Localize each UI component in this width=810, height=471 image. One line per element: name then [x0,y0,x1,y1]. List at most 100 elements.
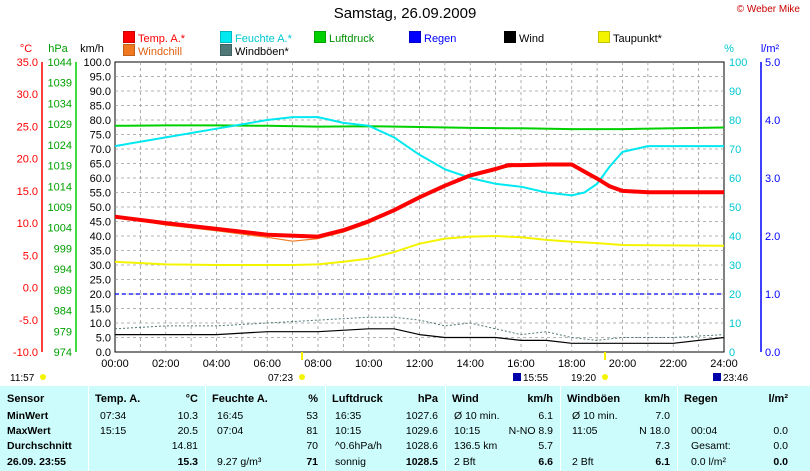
temp-value: 15.3 [177,456,198,468]
wind-tick-label: 40.0 [90,231,111,243]
pressure-tick-label: 999 [54,243,72,255]
legend-rain: Regen [409,31,456,45]
pressure-value: 1027.6 [405,410,438,422]
wind-direction: N-NO 8.9 [508,425,553,437]
wind-axis-unit: km/h [80,43,104,55]
legend-swatch [409,31,421,43]
rain-tick-label: 2.0 [765,231,780,243]
wind-tick-label: 35.0 [90,246,111,258]
series-line-windb-en [114,316,725,341]
wind-info: 2 Bft [454,456,476,468]
temp-tick-label: 10.0 [17,218,38,230]
pressure-tick-label: 974 [54,347,72,359]
gust-info: 2 Bft [572,456,594,468]
x-tick-label: 24:00 [710,358,738,370]
temp-time: 07:34 [100,410,127,422]
x-tick-label: 18:00 [558,358,586,370]
copyright-link[interactable]: © Weber Mike [736,4,800,15]
humidity-tick-label: 20 [729,289,741,301]
legend-gust: Windböen* [220,44,289,58]
humidity-tick-label: 10 [729,318,741,330]
x-tick-label: 20:00 [609,358,637,370]
x-tick-label: 04:00 [203,358,231,370]
humidity-tick-label: 100 [729,57,747,69]
series-line-feuchte-a [114,116,724,197]
wind-tick-label: 80.0 [90,115,111,127]
humidity-value: 70 [306,440,318,452]
rain-info: Gesamt: [691,440,731,452]
x-tick-label: 14:00 [456,358,484,370]
wind-tick-label: 85.0 [90,101,111,113]
humidity-value: 81 [306,425,318,437]
header-sensor: Sensor [7,393,45,405]
rain-value: 0.0 [773,425,788,437]
header-wind-unit: km/h [527,393,553,405]
pressure-tick-label: 1024 [48,140,72,152]
weather-chart: 35.0 30.0 25.0 20.0 15.0 10.0 5.0 0.0 -5.0 -10.0 1… [10,43,780,384]
wind-tick-label: 75.0 [90,130,111,142]
x-tick-label: 22:00 [659,358,687,370]
wind-tick-label: 45.0 [90,217,111,229]
rain-tick-label: 5.0 [765,57,780,69]
temp-value: 14.81 [171,440,198,452]
sun-icon [40,374,46,380]
pressure-axis-unit: hPa [48,43,68,55]
rain-info: 0.0 l/m² [691,456,727,468]
x-tick-label: 00:00 [101,358,129,370]
legend-swatch [123,31,135,43]
series-line-wind [115,328,725,344]
wind-info: Ø 10 min. [454,410,500,422]
header-rain-unit: l/m² [768,393,788,405]
wind-tick-label: 5.0 [96,333,111,345]
gust-value: 7.3 [655,440,670,452]
column-divider [560,386,561,471]
temp-axis-unit: °C [20,43,32,55]
humidity-tick-label: 60 [729,173,741,185]
gust-info: 11:05 [572,425,598,437]
header-wind: Wind [452,393,479,405]
pressure-time: 16:35 [335,410,362,422]
sunset-icon [602,374,608,380]
legend-humidity: Feuchte A.* [220,31,292,45]
header-pressure-unit: hPa [417,393,438,405]
pressure-tick-label: 1044 [48,57,72,69]
wind-tick-label: 70.0 [90,144,111,156]
header-pressure: Luftdruck [332,393,383,405]
legend-swatch [314,31,326,43]
header-humidity: Feuchte A. [212,393,268,405]
temp-tick-label: -5.0 [19,315,38,327]
temp-tick-label: -10.0 [13,347,38,359]
pressure-time: ^0.6hPa/h [335,440,382,452]
header-gust: Windböen [567,393,621,405]
moonrise-time: 15:55 [523,373,548,384]
gust-value: 7.0 [655,410,670,422]
pressure-tick-label: 1029 [48,119,72,131]
humidity-value: 71 [306,456,318,468]
rain-info: 00:04 [691,425,718,437]
wind-tick-label: 50.0 [90,202,111,214]
pressure-tick-label: 1004 [48,223,72,235]
pressure-time: 10:15 [335,425,362,437]
pressure-time: sonnig [335,456,366,468]
gust-direction: N 18.0 [639,425,670,437]
humidity-tick-label: 40 [729,231,741,243]
wind-tick-label: 30.0 [90,260,111,272]
wind-tick-label: 95.0 [90,72,111,84]
row-label: MaxWert [7,425,51,437]
rain-tick-label: 1.0 [765,289,780,301]
x-tick-label: 08:00 [304,358,332,370]
header-gust-unit: km/h [644,393,670,405]
gust-info: Ø 10 min. [572,410,618,422]
pressure-value: 1029.6 [405,425,438,437]
humidity-time: 07:04 [217,425,244,437]
wind-tick-label: 90.0 [90,86,111,98]
rain-value: 0.0 [773,456,788,468]
temp-tick-label: 20.0 [17,154,38,166]
wind-tick-label: 10.0 [90,318,111,330]
x-tick-label: 10:00 [355,358,383,370]
header-temp: Temp. A. [95,393,141,405]
series-line-temp-a [114,162,724,239]
pressure-tick-label: 994 [54,264,72,276]
legend-wind: Wind [504,31,544,45]
humidity-tick-label: 0 [729,347,735,359]
